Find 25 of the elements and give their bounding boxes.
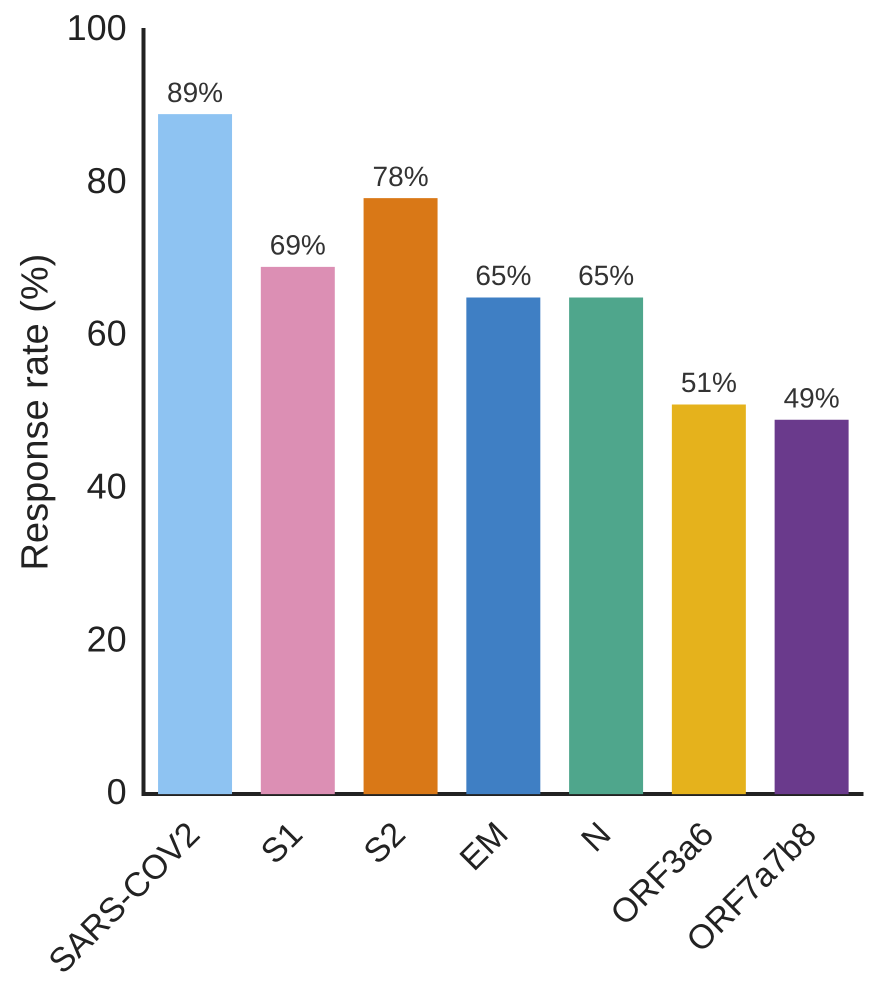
data-label: 49%	[784, 382, 840, 414]
bar	[158, 114, 232, 794]
y-tick-label: 40	[86, 465, 127, 506]
data-label: 51%	[680, 367, 737, 398]
x-tick-label: S1	[254, 815, 310, 872]
x-tick-label: EM	[452, 815, 516, 878]
data-label: 65%	[475, 260, 532, 292]
data-label: 69%	[270, 230, 326, 261]
y-tick-label: 100	[66, 6, 127, 48]
data-label: 65%	[578, 260, 634, 292]
y-axis-title: Response rate (%)	[14, 254, 56, 571]
bar	[466, 297, 540, 794]
y-tick-label: 20	[86, 618, 127, 660]
bar	[260, 266, 335, 794]
y-tick-label: 0	[106, 771, 127, 812]
bar	[364, 198, 438, 794]
x-tick-label: S2	[356, 815, 413, 872]
data-label: 78%	[372, 160, 429, 192]
y-tick-label: 80	[86, 160, 127, 201]
bar	[774, 420, 849, 794]
bar	[672, 404, 746, 794]
data-label: 89%	[167, 76, 224, 108]
y-tick-label: 60	[86, 312, 127, 354]
x-tick-label: N	[574, 815, 618, 860]
bar	[569, 297, 644, 794]
